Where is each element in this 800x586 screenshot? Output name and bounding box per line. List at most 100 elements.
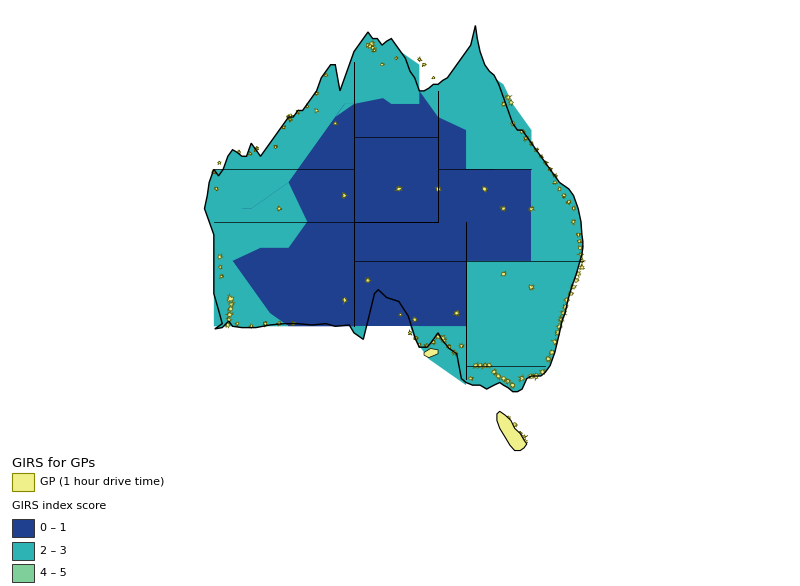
Polygon shape xyxy=(214,182,307,261)
Polygon shape xyxy=(466,169,531,261)
Polygon shape xyxy=(562,193,566,199)
Polygon shape xyxy=(577,239,582,243)
Text: 0 – 1: 0 – 1 xyxy=(40,523,66,533)
Polygon shape xyxy=(412,316,417,322)
Polygon shape xyxy=(205,25,583,391)
Polygon shape xyxy=(226,317,232,323)
Polygon shape xyxy=(578,264,585,271)
Polygon shape xyxy=(422,63,427,67)
Polygon shape xyxy=(394,56,398,60)
Polygon shape xyxy=(578,246,584,250)
Polygon shape xyxy=(568,291,574,296)
Polygon shape xyxy=(255,146,258,150)
Text: 2 – 3: 2 – 3 xyxy=(40,546,66,556)
Polygon shape xyxy=(504,95,512,100)
Polygon shape xyxy=(225,311,234,318)
Polygon shape xyxy=(576,233,581,238)
Polygon shape xyxy=(226,294,234,303)
Polygon shape xyxy=(354,222,466,326)
Polygon shape xyxy=(457,64,531,169)
Polygon shape xyxy=(510,382,515,389)
Polygon shape xyxy=(570,219,576,226)
Polygon shape xyxy=(518,130,526,135)
Polygon shape xyxy=(417,343,422,347)
FancyBboxPatch shape xyxy=(12,541,34,560)
Polygon shape xyxy=(263,321,268,327)
Polygon shape xyxy=(514,438,521,445)
Polygon shape xyxy=(531,169,569,248)
Polygon shape xyxy=(424,349,438,357)
Polygon shape xyxy=(366,40,375,47)
Polygon shape xyxy=(577,253,584,258)
Polygon shape xyxy=(218,254,223,260)
Polygon shape xyxy=(519,442,525,447)
Polygon shape xyxy=(566,200,571,205)
Polygon shape xyxy=(254,148,259,152)
Polygon shape xyxy=(211,170,216,174)
Polygon shape xyxy=(518,431,523,436)
Polygon shape xyxy=(518,374,525,382)
Polygon shape xyxy=(574,277,579,282)
Polygon shape xyxy=(333,121,338,125)
Polygon shape xyxy=(482,362,487,369)
Polygon shape xyxy=(539,154,544,158)
Polygon shape xyxy=(296,110,299,114)
Polygon shape xyxy=(497,411,526,451)
Polygon shape xyxy=(314,108,319,113)
Polygon shape xyxy=(501,376,506,383)
Polygon shape xyxy=(205,25,583,391)
Polygon shape xyxy=(342,192,348,199)
Text: GIRS for GPs: GIRS for GPs xyxy=(12,456,95,469)
Polygon shape xyxy=(225,322,231,328)
Polygon shape xyxy=(555,330,560,336)
Polygon shape xyxy=(218,161,222,165)
Polygon shape xyxy=(575,270,581,278)
Polygon shape xyxy=(495,372,502,380)
Polygon shape xyxy=(451,349,458,356)
Polygon shape xyxy=(223,104,354,326)
Polygon shape xyxy=(552,180,558,185)
Polygon shape xyxy=(276,205,282,212)
Polygon shape xyxy=(527,373,535,379)
Polygon shape xyxy=(521,434,528,440)
Polygon shape xyxy=(539,369,546,376)
Polygon shape xyxy=(458,343,464,348)
Polygon shape xyxy=(306,104,309,108)
Polygon shape xyxy=(491,368,498,376)
Polygon shape xyxy=(507,435,514,441)
Polygon shape xyxy=(499,205,506,212)
Polygon shape xyxy=(550,339,558,346)
FancyBboxPatch shape xyxy=(12,473,34,491)
Polygon shape xyxy=(533,373,539,381)
Polygon shape xyxy=(234,322,239,327)
Polygon shape xyxy=(314,91,318,96)
Polygon shape xyxy=(523,135,529,142)
Polygon shape xyxy=(354,52,419,104)
Polygon shape xyxy=(431,76,435,79)
FancyBboxPatch shape xyxy=(12,564,34,582)
Polygon shape xyxy=(424,343,430,348)
Polygon shape xyxy=(482,186,488,193)
Polygon shape xyxy=(323,73,328,77)
Polygon shape xyxy=(501,271,506,277)
Polygon shape xyxy=(476,363,483,369)
Polygon shape xyxy=(342,297,348,305)
Polygon shape xyxy=(394,186,403,192)
Polygon shape xyxy=(288,114,294,120)
Polygon shape xyxy=(290,321,296,326)
Polygon shape xyxy=(282,125,286,129)
Polygon shape xyxy=(473,362,479,369)
Polygon shape xyxy=(419,117,466,222)
Polygon shape xyxy=(218,265,222,270)
Polygon shape xyxy=(520,435,525,441)
Polygon shape xyxy=(434,185,442,192)
Polygon shape xyxy=(368,45,374,49)
Polygon shape xyxy=(501,101,506,107)
Polygon shape xyxy=(560,311,567,318)
Polygon shape xyxy=(486,363,493,369)
Polygon shape xyxy=(219,274,224,279)
Polygon shape xyxy=(556,323,562,330)
Polygon shape xyxy=(214,248,289,326)
Polygon shape xyxy=(563,297,570,303)
Polygon shape xyxy=(286,115,291,120)
